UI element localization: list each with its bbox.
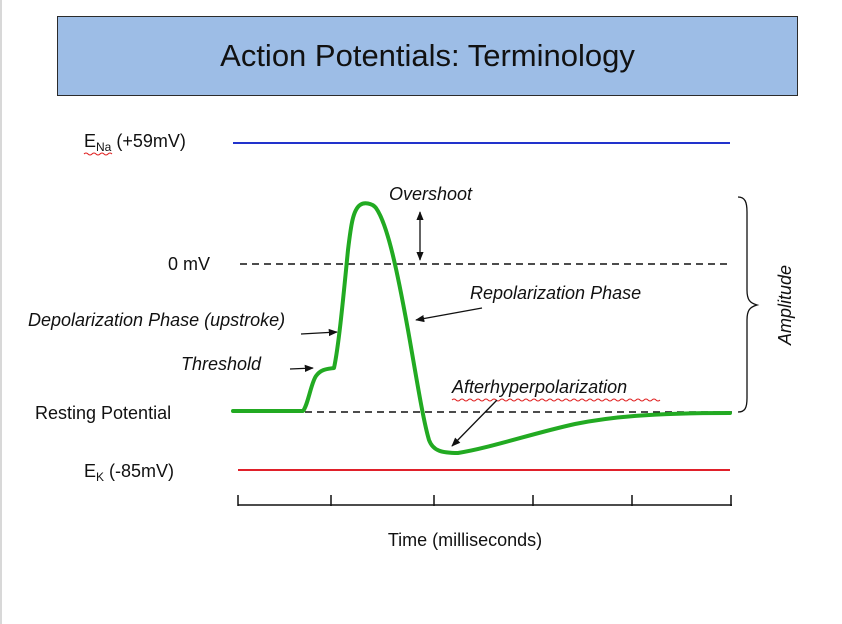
ena-label-main: E — [84, 131, 96, 151]
depolarization-arrow — [300, 328, 338, 337]
repolarization-label: Repolarization Phase — [470, 283, 641, 303]
left-edge-divider — [0, 0, 2, 624]
time-axis-label: Time (milliseconds) — [388, 530, 542, 550]
ek-label: EK (-85mV) — [84, 461, 174, 484]
action-potential-trace — [231, 201, 732, 455]
ek-label-sub: K — [96, 470, 104, 484]
resting-potential-label: Resting Potential — [35, 403, 171, 423]
page-title: Action Potentials: Terminology — [220, 38, 635, 73]
ena-spellcheck-underline — [83, 152, 113, 156]
afterhyperpolarization-spellcheck-underline — [451, 398, 661, 402]
amplitude-label: Amplitude — [775, 265, 795, 346]
ek-label-value: (-85mV) — [104, 461, 174, 481]
ena-label-value: (+59mV) — [111, 131, 186, 151]
ek-label-main: E — [84, 461, 96, 481]
repolarization-arrow — [415, 307, 483, 323]
zero-mv-label: 0 mV — [168, 254, 210, 274]
afterhyperpolarization-label: Afterhyperpolarization — [451, 377, 627, 397]
ena-label-sub: Na — [96, 140, 112, 154]
amplitude-brace — [737, 196, 760, 413]
threshold-label: Threshold — [181, 354, 262, 374]
title-banner: Action Potentials: Terminology — [57, 16, 798, 96]
threshold-arrow — [289, 364, 314, 372]
ena-label: ENa (+59mV) — [84, 131, 186, 154]
depolarization-label: Depolarization Phase (upstroke) — [28, 310, 285, 330]
afterhyperpolarization-arrow — [451, 399, 498, 447]
overshoot-label: Overshoot — [389, 184, 473, 204]
